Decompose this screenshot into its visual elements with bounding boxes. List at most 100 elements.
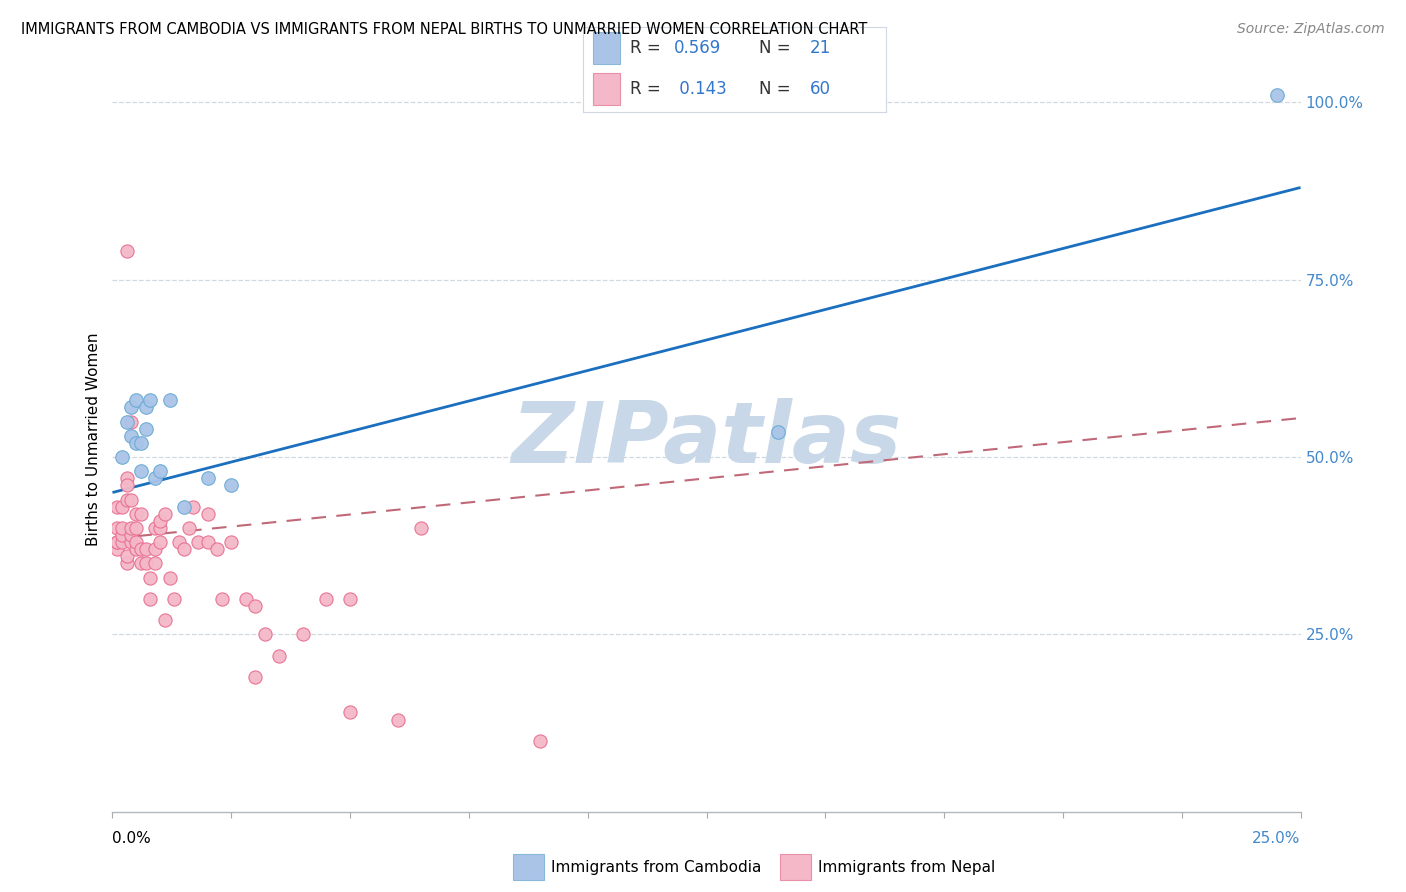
Point [125, 393, 148, 408]
Point [129, 507, 152, 521]
Point [149, 521, 172, 535]
Point [529, 733, 551, 747]
Point [1265, 88, 1288, 103]
Point [291, 627, 314, 641]
Point [267, 648, 290, 663]
Point [115, 557, 138, 571]
Point [163, 591, 186, 606]
Point [115, 415, 138, 429]
Text: 21: 21 [810, 39, 831, 57]
Point [121, 535, 143, 549]
Point [159, 571, 181, 585]
Point [135, 542, 157, 557]
Text: 0.143: 0.143 [675, 79, 727, 97]
Point [105, 535, 128, 549]
Point [115, 549, 138, 564]
Point [115, 244, 138, 259]
Point [243, 599, 266, 613]
Text: 25.0%: 25.0% [1253, 831, 1301, 846]
Text: Source: ZipAtlas.com: Source: ZipAtlas.com [1237, 22, 1385, 37]
Text: Immigrants from Cambodia: Immigrants from Cambodia [551, 860, 762, 874]
Point [121, 415, 143, 429]
Point [153, 613, 176, 627]
Point [121, 492, 143, 507]
Point [115, 471, 138, 485]
Point [143, 542, 166, 557]
Point [111, 450, 134, 464]
Point [111, 528, 134, 542]
Point [139, 393, 162, 408]
Point [143, 471, 166, 485]
Text: 60: 60 [810, 79, 831, 97]
Point [105, 521, 128, 535]
Point [143, 557, 166, 571]
Point [121, 528, 143, 542]
Text: N =: N = [759, 39, 796, 57]
Point [149, 514, 172, 528]
Point [339, 591, 361, 606]
Point [129, 464, 152, 478]
Point [173, 542, 195, 557]
Point [105, 500, 128, 514]
Point [105, 542, 128, 557]
Text: 0.569: 0.569 [675, 39, 721, 57]
Point [121, 401, 143, 415]
Point [125, 542, 148, 557]
Point [205, 542, 228, 557]
Text: N =: N = [759, 79, 796, 97]
Point [187, 535, 209, 549]
Text: 0.0%: 0.0% [112, 831, 152, 846]
Point [125, 435, 148, 450]
Point [129, 557, 152, 571]
Point [115, 478, 138, 492]
Point [167, 535, 190, 549]
Text: Immigrants from Nepal: Immigrants from Nepal [818, 860, 995, 874]
Point [387, 713, 409, 727]
Point [125, 507, 148, 521]
Point [766, 425, 789, 440]
Point [173, 500, 195, 514]
Point [139, 571, 162, 585]
Point [135, 401, 157, 415]
Text: R =: R = [630, 79, 666, 97]
Bar [592, 32, 620, 64]
Point [129, 542, 152, 557]
Point [111, 521, 134, 535]
Point [125, 521, 148, 535]
Text: R =: R = [630, 39, 666, 57]
Point [177, 521, 200, 535]
Point [153, 507, 176, 521]
Point [149, 535, 172, 549]
Point [125, 535, 148, 549]
Point [253, 627, 276, 641]
Point [159, 393, 181, 408]
Point [149, 464, 172, 478]
Point [115, 492, 138, 507]
Point [121, 521, 143, 535]
Point [243, 670, 266, 684]
Point [197, 507, 219, 521]
Point [139, 591, 162, 606]
Point [111, 535, 134, 549]
Point [197, 471, 219, 485]
Point [411, 521, 433, 535]
Point [181, 500, 204, 514]
Point [111, 500, 134, 514]
Point [135, 557, 157, 571]
Bar [592, 72, 620, 104]
Point [211, 591, 233, 606]
Point [235, 591, 257, 606]
Text: ZIPatlas: ZIPatlas [512, 398, 901, 481]
Point [197, 535, 219, 549]
Point [219, 535, 243, 549]
Point [339, 706, 361, 720]
Point [135, 422, 157, 436]
Y-axis label: Births to Unmarried Women: Births to Unmarried Women [86, 333, 101, 546]
Point [121, 429, 143, 443]
Point [143, 521, 166, 535]
Point [219, 478, 243, 492]
Point [129, 435, 152, 450]
Point [315, 591, 337, 606]
Text: IMMIGRANTS FROM CAMBODIA VS IMMIGRANTS FROM NEPAL BIRTHS TO UNMARRIED WOMEN CORR: IMMIGRANTS FROM CAMBODIA VS IMMIGRANTS F… [21, 22, 868, 37]
Point [105, 535, 128, 549]
